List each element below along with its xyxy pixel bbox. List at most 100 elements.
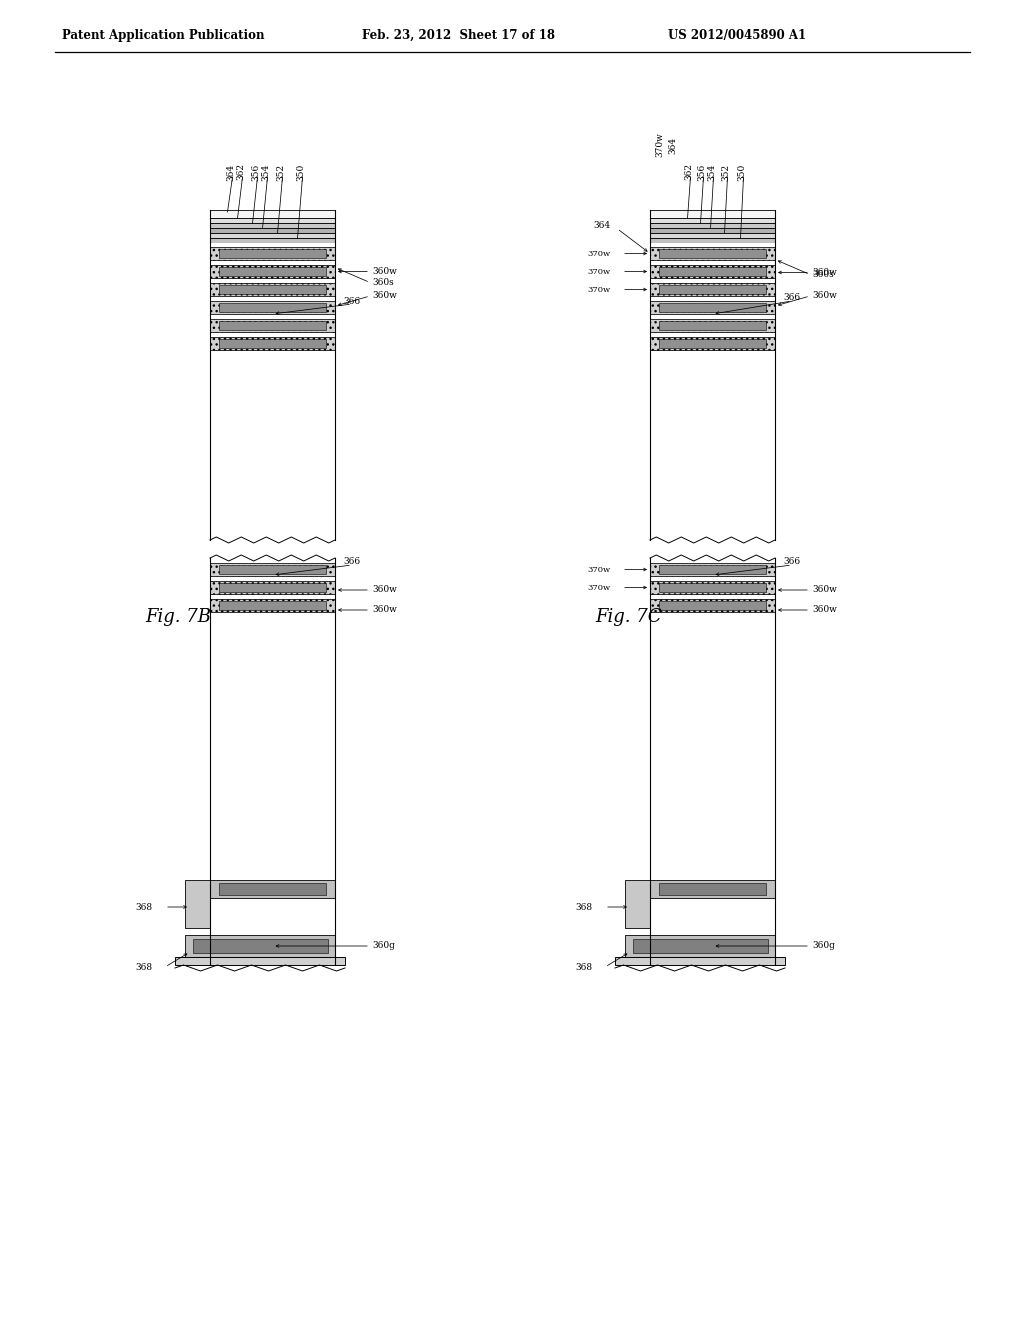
Bar xyxy=(658,321,766,330)
Bar xyxy=(658,304,766,312)
Bar xyxy=(210,243,335,540)
Text: 360w: 360w xyxy=(812,606,837,615)
Bar xyxy=(210,599,335,612)
Bar xyxy=(175,957,345,965)
Bar xyxy=(185,880,210,928)
Bar xyxy=(650,337,775,350)
Text: 368: 368 xyxy=(575,903,593,912)
Bar xyxy=(210,301,335,314)
Text: 370w: 370w xyxy=(587,285,610,293)
Text: 360w: 360w xyxy=(812,292,837,301)
Text: 352: 352 xyxy=(721,164,730,181)
Bar xyxy=(658,339,766,348)
Text: 356: 356 xyxy=(697,164,706,181)
Bar xyxy=(210,218,335,223)
Text: 370w: 370w xyxy=(587,249,610,257)
Text: 360w: 360w xyxy=(812,268,837,277)
Text: 360g: 360g xyxy=(372,941,395,950)
Bar xyxy=(650,210,775,218)
Text: 366: 366 xyxy=(783,557,801,566)
Text: 354: 354 xyxy=(261,164,270,181)
Text: 366: 366 xyxy=(343,557,360,566)
Text: 360g: 360g xyxy=(812,941,835,950)
Bar xyxy=(210,210,335,218)
Bar xyxy=(650,319,775,333)
Bar xyxy=(650,234,775,238)
Text: 364: 364 xyxy=(593,220,610,230)
Bar xyxy=(650,218,775,223)
Bar xyxy=(210,337,335,350)
Bar xyxy=(658,285,766,294)
Bar xyxy=(658,565,766,574)
Text: Feb. 23, 2012  Sheet 17 of 18: Feb. 23, 2012 Sheet 17 of 18 xyxy=(362,29,555,41)
Bar xyxy=(650,238,775,243)
Text: Fig. 7C: Fig. 7C xyxy=(595,609,662,627)
Bar xyxy=(633,939,768,953)
Bar xyxy=(219,339,327,348)
Text: 366: 366 xyxy=(783,293,801,302)
Bar xyxy=(219,583,327,593)
Bar xyxy=(210,223,335,228)
Text: Fig. 7B: Fig. 7B xyxy=(145,609,211,627)
Bar xyxy=(219,565,327,574)
Text: 366: 366 xyxy=(343,297,360,305)
Text: 360w: 360w xyxy=(372,292,397,301)
Text: 350: 350 xyxy=(296,164,305,181)
Bar xyxy=(650,243,775,540)
Text: 370w: 370w xyxy=(587,268,610,276)
Bar xyxy=(219,321,327,330)
Bar xyxy=(650,265,775,279)
Text: 364: 364 xyxy=(668,136,677,153)
Bar xyxy=(210,238,335,243)
Bar xyxy=(210,581,335,594)
Text: 360s: 360s xyxy=(812,271,834,279)
Bar xyxy=(650,301,775,314)
Bar xyxy=(650,282,775,296)
Text: 356: 356 xyxy=(251,164,260,181)
Bar xyxy=(625,880,650,928)
Bar xyxy=(650,223,775,228)
Text: 364: 364 xyxy=(226,164,234,181)
Bar xyxy=(219,285,327,294)
Text: US 2012/0045890 A1: US 2012/0045890 A1 xyxy=(668,29,806,41)
Text: 370w: 370w xyxy=(655,132,664,157)
Text: 360w: 360w xyxy=(372,606,397,615)
Text: 368: 368 xyxy=(136,903,153,912)
Text: 368: 368 xyxy=(136,962,153,972)
Bar xyxy=(658,601,766,610)
Bar xyxy=(650,581,775,594)
Bar xyxy=(650,564,775,576)
Bar xyxy=(210,880,335,898)
Text: 362: 362 xyxy=(684,164,693,181)
Text: 350: 350 xyxy=(737,164,746,181)
Text: 354: 354 xyxy=(707,164,716,181)
Bar xyxy=(219,601,327,610)
Text: 370w: 370w xyxy=(587,583,610,591)
Text: 352: 352 xyxy=(276,164,285,181)
Bar xyxy=(193,939,328,953)
Bar xyxy=(210,564,335,576)
Text: 360w: 360w xyxy=(372,586,397,594)
Bar xyxy=(219,883,327,895)
Bar xyxy=(210,247,335,260)
Bar xyxy=(219,249,327,257)
Bar xyxy=(210,234,335,238)
Bar xyxy=(658,883,766,895)
Bar xyxy=(219,267,327,276)
Bar xyxy=(650,880,775,898)
Text: 360w: 360w xyxy=(372,267,397,276)
Bar xyxy=(210,282,335,296)
Bar xyxy=(219,304,327,312)
Bar xyxy=(650,599,775,612)
Text: 370w: 370w xyxy=(587,565,610,573)
Text: Patent Application Publication: Patent Application Publication xyxy=(62,29,264,41)
Bar xyxy=(185,935,335,957)
Text: 362: 362 xyxy=(236,164,245,181)
Bar xyxy=(210,319,335,333)
Bar xyxy=(650,228,775,234)
Text: 360s: 360s xyxy=(372,279,394,286)
Bar xyxy=(625,935,775,957)
Text: 360w: 360w xyxy=(812,586,837,594)
Bar xyxy=(658,267,766,276)
Bar xyxy=(658,249,766,257)
